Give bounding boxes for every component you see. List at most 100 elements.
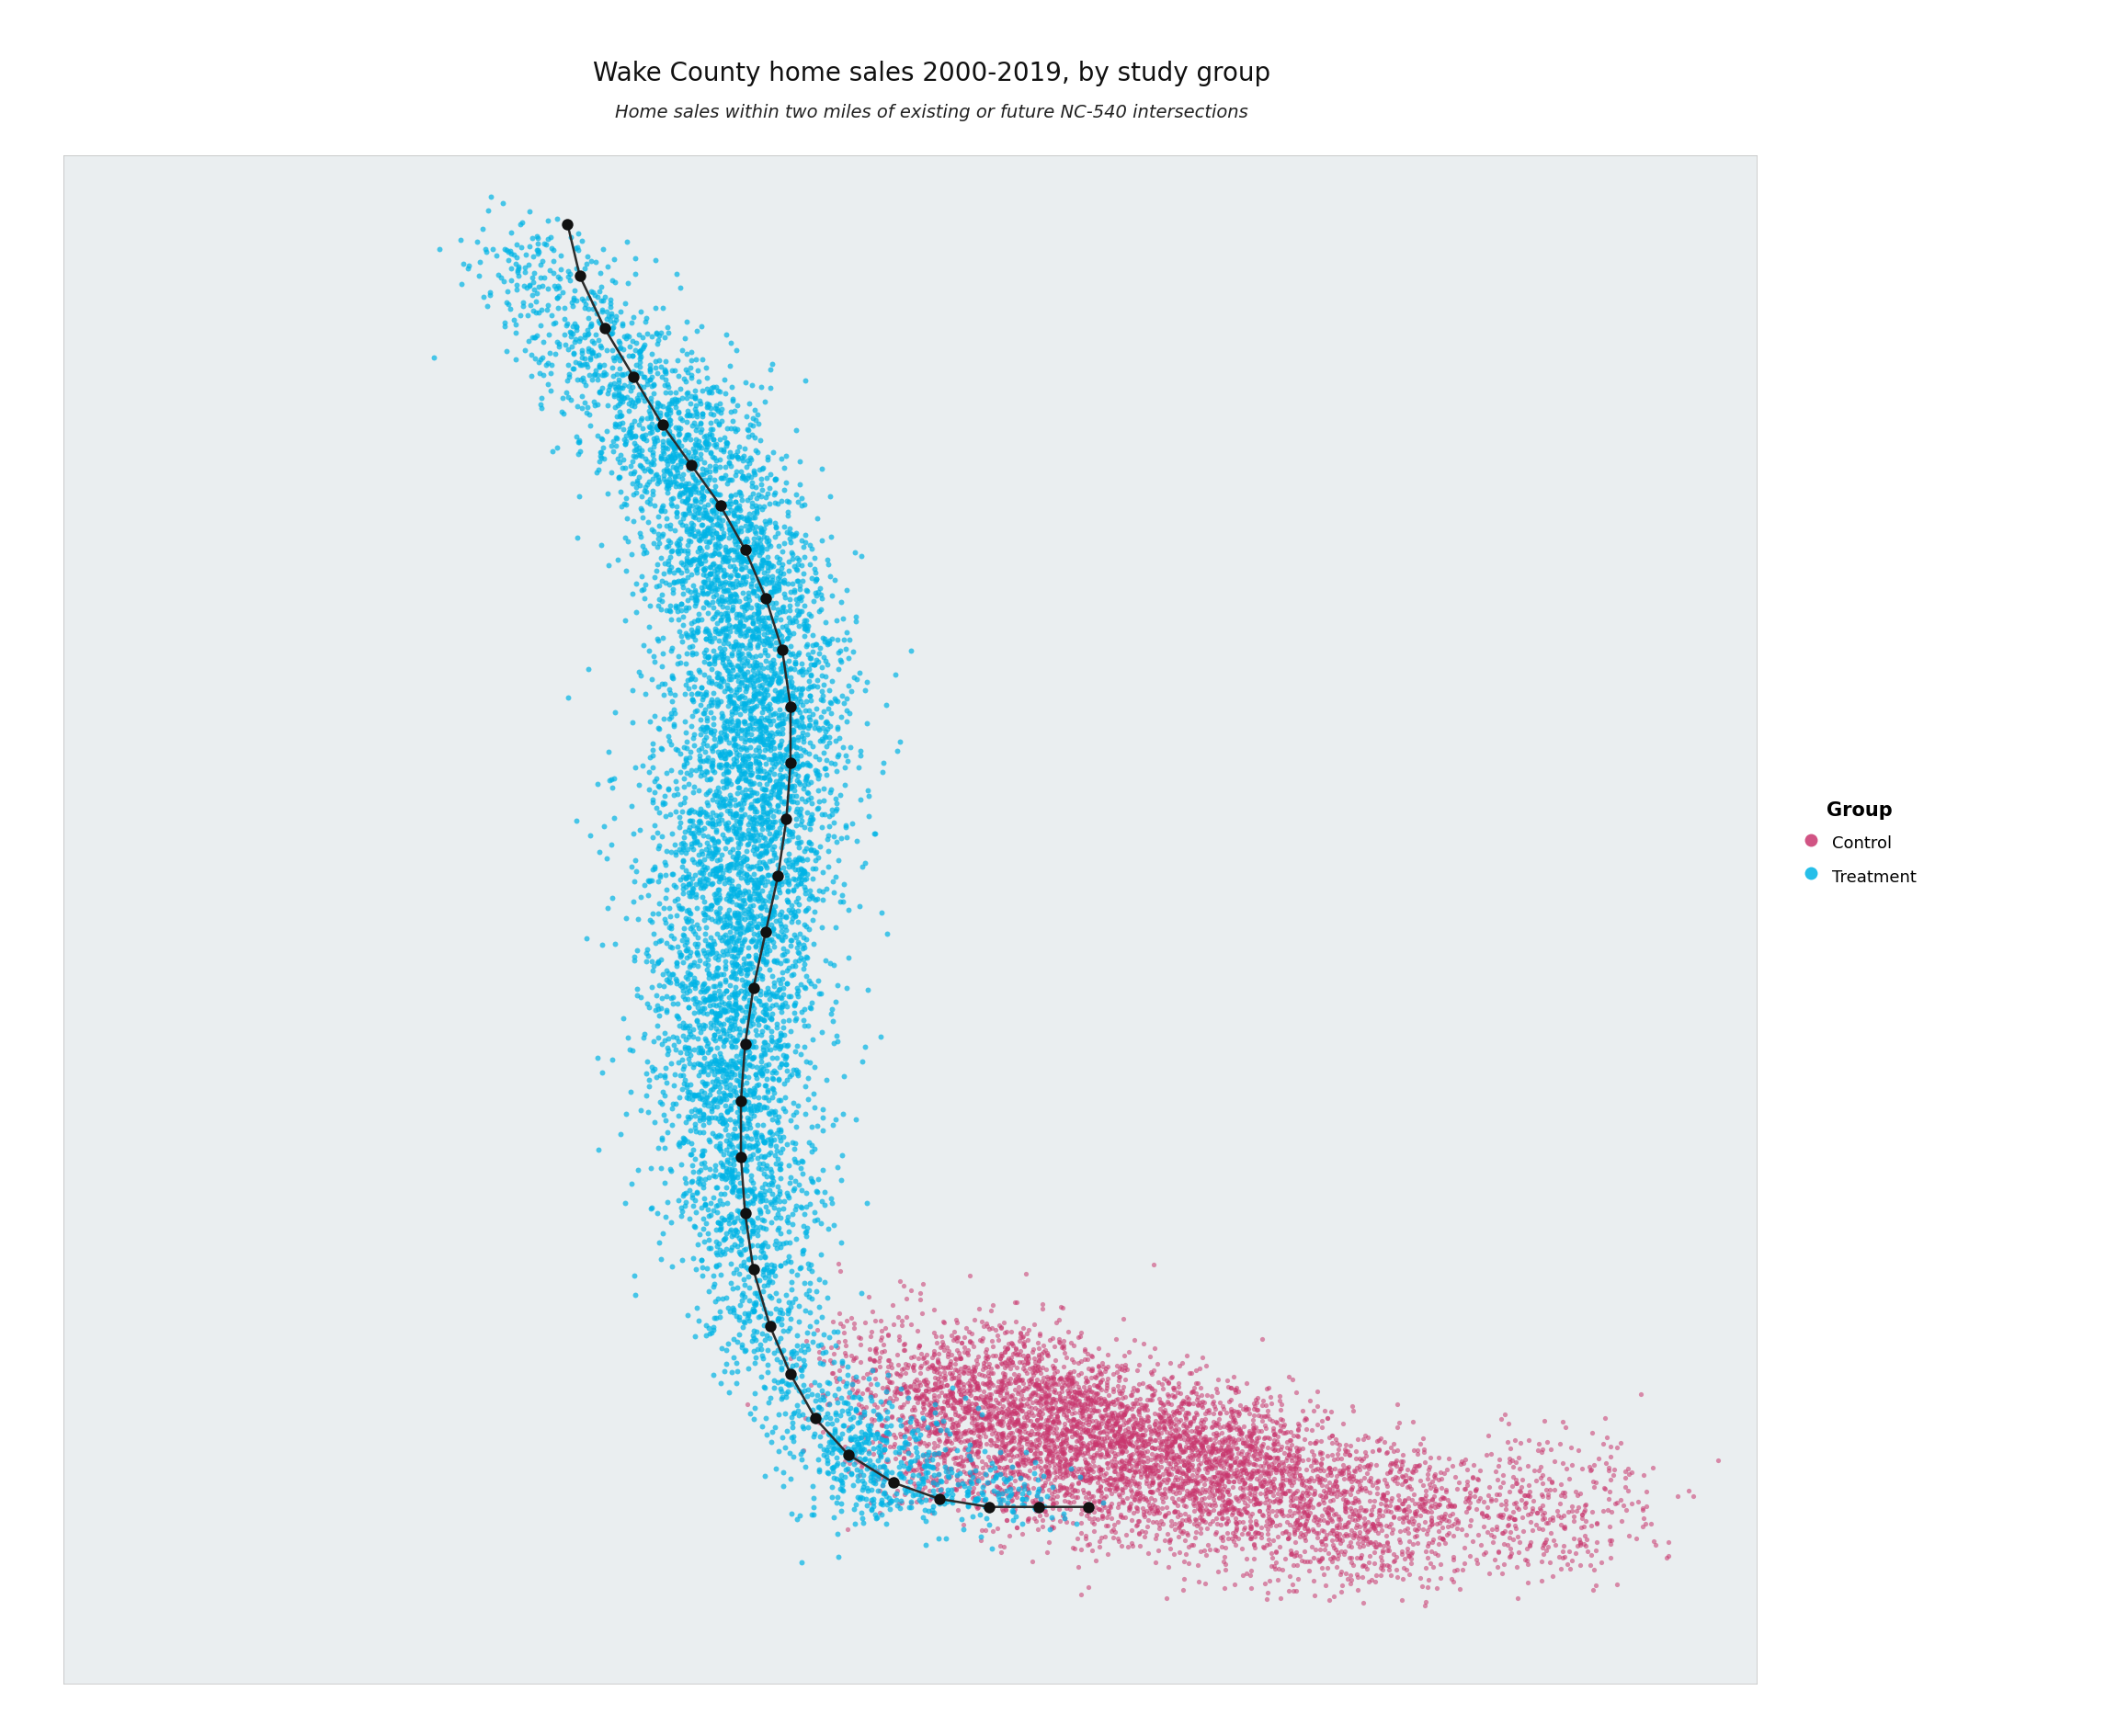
Point (743, 764, 777, 792)
Point (1207, 1392, 1241, 1420)
Point (1232, 1437, 1266, 1465)
Point (1385, 1587, 1418, 1614)
Point (663, 481, 696, 509)
Point (709, 977, 743, 1005)
Point (1380, 1469, 1414, 1496)
Point (658, 444, 692, 472)
Point (1065, 1425, 1099, 1453)
Point (699, 474, 732, 502)
Point (711, 880, 745, 908)
Point (815, 1458, 849, 1486)
Point (595, 460, 629, 488)
Point (1010, 1406, 1044, 1434)
Point (796, 632, 830, 660)
Point (923, 1408, 957, 1436)
Point (1198, 1392, 1232, 1420)
Point (891, 1387, 925, 1415)
Point (703, 998, 737, 1026)
Point (703, 453, 737, 481)
Point (904, 1455, 938, 1483)
Point (1156, 1397, 1190, 1425)
Point (694, 628, 728, 656)
Point (1281, 1422, 1315, 1450)
Point (747, 1312, 781, 1340)
Point (931, 1352, 965, 1380)
Point (726, 1062, 760, 1090)
Point (694, 1057, 728, 1085)
Point (1033, 1448, 1067, 1476)
Point (652, 427, 686, 455)
Point (1035, 1325, 1069, 1352)
Point (567, 288, 601, 316)
Point (705, 587, 739, 615)
Point (716, 1047, 749, 1075)
Point (785, 661, 819, 689)
Point (724, 693, 758, 720)
Point (720, 542, 754, 569)
Point (970, 1470, 1003, 1498)
Point (601, 465, 635, 493)
Point (1183, 1503, 1217, 1531)
Point (705, 646, 739, 674)
Point (1446, 1450, 1480, 1477)
Point (951, 1377, 984, 1404)
Point (720, 1005, 754, 1033)
Point (773, 1153, 807, 1180)
Point (728, 877, 762, 904)
Point (567, 255, 601, 283)
Point (754, 759, 788, 786)
Point (758, 946, 792, 974)
Point (1069, 1377, 1103, 1404)
Point (684, 477, 718, 505)
Point (756, 1064, 790, 1092)
Point (622, 451, 656, 479)
Point (627, 380, 661, 408)
Point (707, 713, 741, 741)
Point (536, 352, 569, 380)
Point (1135, 1441, 1169, 1469)
Point (650, 472, 684, 500)
Point (730, 549, 764, 576)
Point (682, 1082, 716, 1109)
Point (955, 1364, 989, 1392)
Point (860, 1338, 893, 1366)
Point (1249, 1460, 1283, 1488)
Point (1243, 1439, 1277, 1467)
Point (1298, 1481, 1332, 1509)
Point (792, 613, 826, 641)
Point (737, 1318, 771, 1345)
Point (953, 1446, 987, 1474)
Point (938, 1325, 972, 1352)
Point (1001, 1366, 1035, 1394)
Point (743, 884, 777, 911)
Point (1071, 1392, 1105, 1420)
Point (732, 986, 766, 1014)
Point (1116, 1422, 1150, 1450)
Point (732, 741, 766, 769)
Point (1340, 1510, 1374, 1538)
Point (781, 550, 815, 578)
Point (815, 1349, 849, 1377)
Point (728, 684, 762, 712)
Point (707, 865, 741, 892)
Point (1162, 1522, 1196, 1550)
Point (1029, 1436, 1063, 1463)
Point (766, 1187, 800, 1215)
Point (1103, 1415, 1137, 1443)
Point (824, 1403, 857, 1430)
Point (1088, 1493, 1122, 1521)
Point (929, 1453, 963, 1481)
Point (980, 1472, 1014, 1500)
Point (694, 569, 728, 597)
Point (1226, 1476, 1260, 1503)
Point (1103, 1389, 1137, 1417)
Point (1175, 1378, 1209, 1406)
Point (1473, 1559, 1507, 1587)
Point (1025, 1340, 1058, 1368)
Point (1194, 1434, 1228, 1462)
Point (752, 807, 785, 835)
Point (1236, 1460, 1270, 1488)
Point (781, 977, 815, 1005)
Point (883, 1406, 917, 1434)
Point (728, 665, 762, 693)
